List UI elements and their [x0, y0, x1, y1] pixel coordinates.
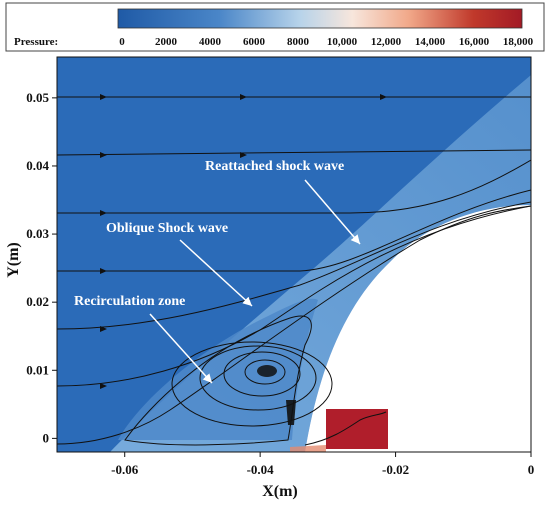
- colorbar-tick-label: 6000: [243, 36, 266, 48]
- flow-arrow: [240, 152, 247, 158]
- annotation-oblique-shock: Oblique Shock wave: [106, 221, 228, 236]
- x-axis-ticks: -0.06 -0.04 -0.02 0: [111, 452, 534, 477]
- flow-arrow: [380, 94, 387, 100]
- colorbar: Pressure: 0 2000 4000 6000 8000 10,000 12,000 1…: [5, 2, 545, 52]
- flow-arrow: [100, 383, 107, 389]
- flow-arrow: [240, 94, 247, 100]
- flow-arrow: [100, 210, 107, 216]
- colorbar-gradient: [117, 8, 523, 29]
- x-tick-label: -0.04: [247, 462, 275, 477]
- streamline: [57, 201, 531, 330]
- y-axis-label: Y(m): [5, 242, 22, 278]
- recirculation-streamline: [199, 345, 317, 411]
- annotation-arrow: [149, 313, 213, 384]
- colorbar-tick-label: 16,000: [459, 36, 490, 48]
- plot-frame: [56, 56, 532, 453]
- y-tick-label: 0.04: [26, 158, 49, 173]
- streamline: [57, 149, 531, 156]
- x-tick-label: 0: [528, 462, 535, 477]
- x-tick-label: -0.06: [111, 462, 139, 477]
- x-tick-label: -0.02: [382, 462, 409, 477]
- recirculation-streamline: [244, 359, 286, 385]
- colorbar-tick-label: 8000: [287, 36, 310, 48]
- streamline: [57, 189, 531, 272]
- y-tick-label: 0.03: [26, 226, 49, 241]
- annotations: Reattached shock wave Oblique Shock wave…: [74, 159, 361, 384]
- annotation-arrow: [179, 239, 253, 307]
- annotation-recirculation-zone: Recirculation zone: [74, 294, 185, 309]
- streamlines: [57, 96, 531, 446]
- flow-arrow: [100, 326, 107, 332]
- vortex-core: [257, 365, 277, 377]
- colorbar-tick-label: 10,000: [327, 36, 358, 48]
- flow-direction-markers: [100, 94, 387, 389]
- protuberance-block: [326, 409, 388, 449]
- colorbar-tick-label: 2000: [155, 36, 178, 48]
- plot-area: [57, 57, 531, 452]
- colorbar-tick-label: 0: [119, 36, 125, 48]
- colorbar-title: Pressure:: [14, 36, 58, 48]
- hot-wall-strip: [290, 445, 326, 452]
- x-axis-label: X(m): [262, 483, 298, 500]
- y-axis-ticks: 0 0.01 0.02 0.03 0.04 0.05: [26, 90, 57, 445]
- streamline: [57, 205, 531, 387]
- colorbar-ticks: 0 2000 4000 6000 8000 10,000 12,000 14,000 16,00…: [119, 36, 533, 48]
- streamline: [57, 205, 531, 445]
- recirculation-zone: [118, 298, 318, 440]
- recirculation-streamline: [223, 351, 301, 397]
- colorbar-tick-label: 4000: [199, 36, 222, 48]
- y-tick-label: 0.01: [26, 362, 49, 377]
- y-tick-label: 0.05: [26, 90, 49, 105]
- recirculation-streamline: [171, 341, 333, 427]
- streamline: [57, 159, 531, 214]
- blunt-body: [305, 205, 531, 452]
- colorbar-tick-label: 14,000: [415, 36, 446, 48]
- y-tick-label: 0.02: [26, 294, 49, 309]
- flow-arrow: [100, 152, 107, 158]
- colorbar-tick-label: 12,000: [371, 36, 402, 48]
- annotation-reattached-shock: Reattached shock wave: [205, 159, 344, 174]
- colorbar-tick-label: 18,000: [503, 36, 534, 48]
- recirculation-streamline: [124, 315, 312, 446]
- flow-arrow: [100, 94, 107, 100]
- flow-arrow: [100, 268, 107, 274]
- y-tick-label: 0: [43, 430, 50, 445]
- annotation-arrow: [304, 179, 361, 245]
- streamline: [304, 411, 387, 446]
